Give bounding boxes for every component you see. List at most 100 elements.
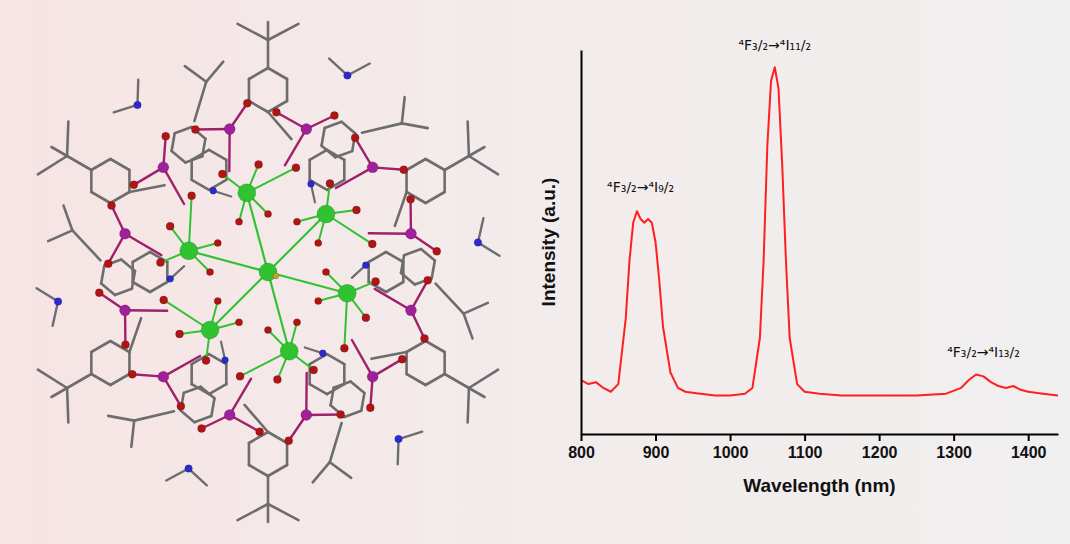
- oxygen-atom: [202, 356, 210, 364]
- aryl-bond: [404, 249, 421, 255]
- aryl-bond: [443, 170, 446, 192]
- alkyl-bond: [267, 22, 270, 40]
- aryl-bond: [225, 364, 228, 384]
- oxygen-atom: [176, 330, 184, 338]
- aryl-bond: [110, 341, 129, 352]
- oxygen-atom: [235, 218, 242, 225]
- oxygen-atom: [337, 411, 345, 419]
- aryl-bond: [386, 252, 403, 262]
- x-tick: 900: [643, 434, 670, 461]
- oxygen-atom: [235, 319, 242, 326]
- oxygen-atom: [420, 334, 428, 342]
- aryl-bond: [426, 192, 445, 203]
- metal-bond: [268, 272, 289, 351]
- nitrogen-atom: [319, 350, 326, 357]
- metal-atom: [201, 321, 219, 339]
- oxygen-atom: [315, 297, 322, 304]
- aryl-bond: [407, 159, 426, 170]
- oxygen-atom: [330, 112, 338, 120]
- alkyl-bond: [129, 318, 141, 352]
- alkyl-bond: [468, 122, 469, 156]
- oxygen-atom: [95, 289, 103, 297]
- oxygen-atom: [293, 218, 300, 225]
- oxygen-atom: [130, 181, 138, 189]
- aryl-bond: [110, 374, 129, 385]
- aryl-bond: [361, 393, 364, 411]
- aryl-bond: [172, 151, 186, 163]
- x-tick-mark: [953, 434, 955, 441]
- p-o-bond: [352, 340, 373, 377]
- aryl-bond: [343, 364, 346, 384]
- aryl-bond: [128, 170, 131, 192]
- transition-label: ⁴F₃/₂→⁴I₉/₂: [607, 179, 674, 195]
- alkyl-bond: [131, 421, 134, 447]
- aryl-bond: [327, 150, 344, 160]
- oxygen-atom: [191, 125, 199, 133]
- oxygen-atom: [162, 132, 170, 140]
- oxygen-atom: [368, 240, 376, 248]
- p-o-bond: [228, 129, 231, 171]
- y-axis-title: Intensity (a.u.): [538, 178, 559, 307]
- x-tick-label: 1000: [713, 444, 749, 461]
- aryl-bond: [268, 68, 287, 79]
- aryl-bond: [190, 160, 193, 180]
- nitrogen-atom: [134, 101, 142, 109]
- aryl-bond: [150, 282, 167, 292]
- x-tick-mark: [581, 434, 583, 441]
- metal-atom: [280, 342, 298, 360]
- figure: 80090010001100120013001400Wavelength (nm…: [0, 0, 1070, 544]
- y-axis: [581, 51, 582, 435]
- x-tick: 800: [568, 434, 595, 461]
- x-tick: 1200: [862, 434, 898, 461]
- oxygen-atom: [214, 297, 221, 304]
- transition-label: ⁴F₃/₂→⁴I₁₁/₂: [738, 37, 811, 53]
- oxygen-atom: [160, 296, 168, 304]
- oxygen-atom: [104, 260, 112, 268]
- x-tick-mark: [804, 434, 806, 441]
- alkyl-bond: [267, 40, 270, 68]
- nitrogen-atom: [54, 298, 62, 306]
- oxygen-atom: [243, 99, 251, 107]
- p-o-bond: [230, 379, 251, 415]
- oxygen-atom: [407, 195, 415, 203]
- phosphorus-atom: [367, 162, 378, 173]
- aryl-bond: [192, 384, 209, 394]
- phosphorus-atom: [301, 124, 312, 135]
- oxygen-atom: [352, 206, 360, 214]
- alkyl-bond: [268, 24, 298, 40]
- oxygen-atom: [398, 355, 406, 363]
- aryl-bond: [426, 374, 445, 385]
- aryl-bond: [310, 384, 327, 394]
- alkyl-bond: [436, 284, 464, 314]
- aryl-bond: [110, 159, 129, 170]
- aryl-bond: [133, 282, 150, 292]
- cluster-structure: [37, 22, 500, 522]
- phosphorus-atom: [224, 124, 235, 135]
- aryl-bond: [343, 160, 346, 180]
- alkyl-bond: [245, 405, 268, 432]
- aryl-bond: [327, 354, 344, 364]
- oxygen-atom: [128, 370, 136, 378]
- alkyl-bond: [469, 388, 485, 397]
- x-tick-mark: [1028, 434, 1030, 441]
- x-tick-label: 1100: [788, 444, 823, 461]
- aryl-bond: [426, 159, 445, 170]
- alkyl-bond: [67, 374, 91, 388]
- aryl-bond: [248, 443, 251, 465]
- x-tick-label: 1300: [936, 444, 972, 461]
- oxygen-atom: [255, 160, 263, 168]
- aryl-bond: [268, 432, 287, 443]
- oxygen-atom: [362, 314, 370, 322]
- alkyl-bond: [469, 370, 498, 388]
- oxygen-atom: [264, 326, 271, 333]
- x-tick: 1100: [788, 434, 823, 461]
- p-o-bond: [125, 309, 167, 312]
- aryl-bond: [90, 352, 93, 374]
- phosphorus-atom: [120, 305, 131, 316]
- alkyl-bond: [67, 388, 68, 422]
- alkyl-bond: [238, 504, 268, 520]
- oxygen-atom: [366, 404, 374, 412]
- oxygen-atom: [188, 192, 196, 200]
- p-o-bond: [125, 234, 161, 255]
- alkyl-bond: [206, 62, 223, 82]
